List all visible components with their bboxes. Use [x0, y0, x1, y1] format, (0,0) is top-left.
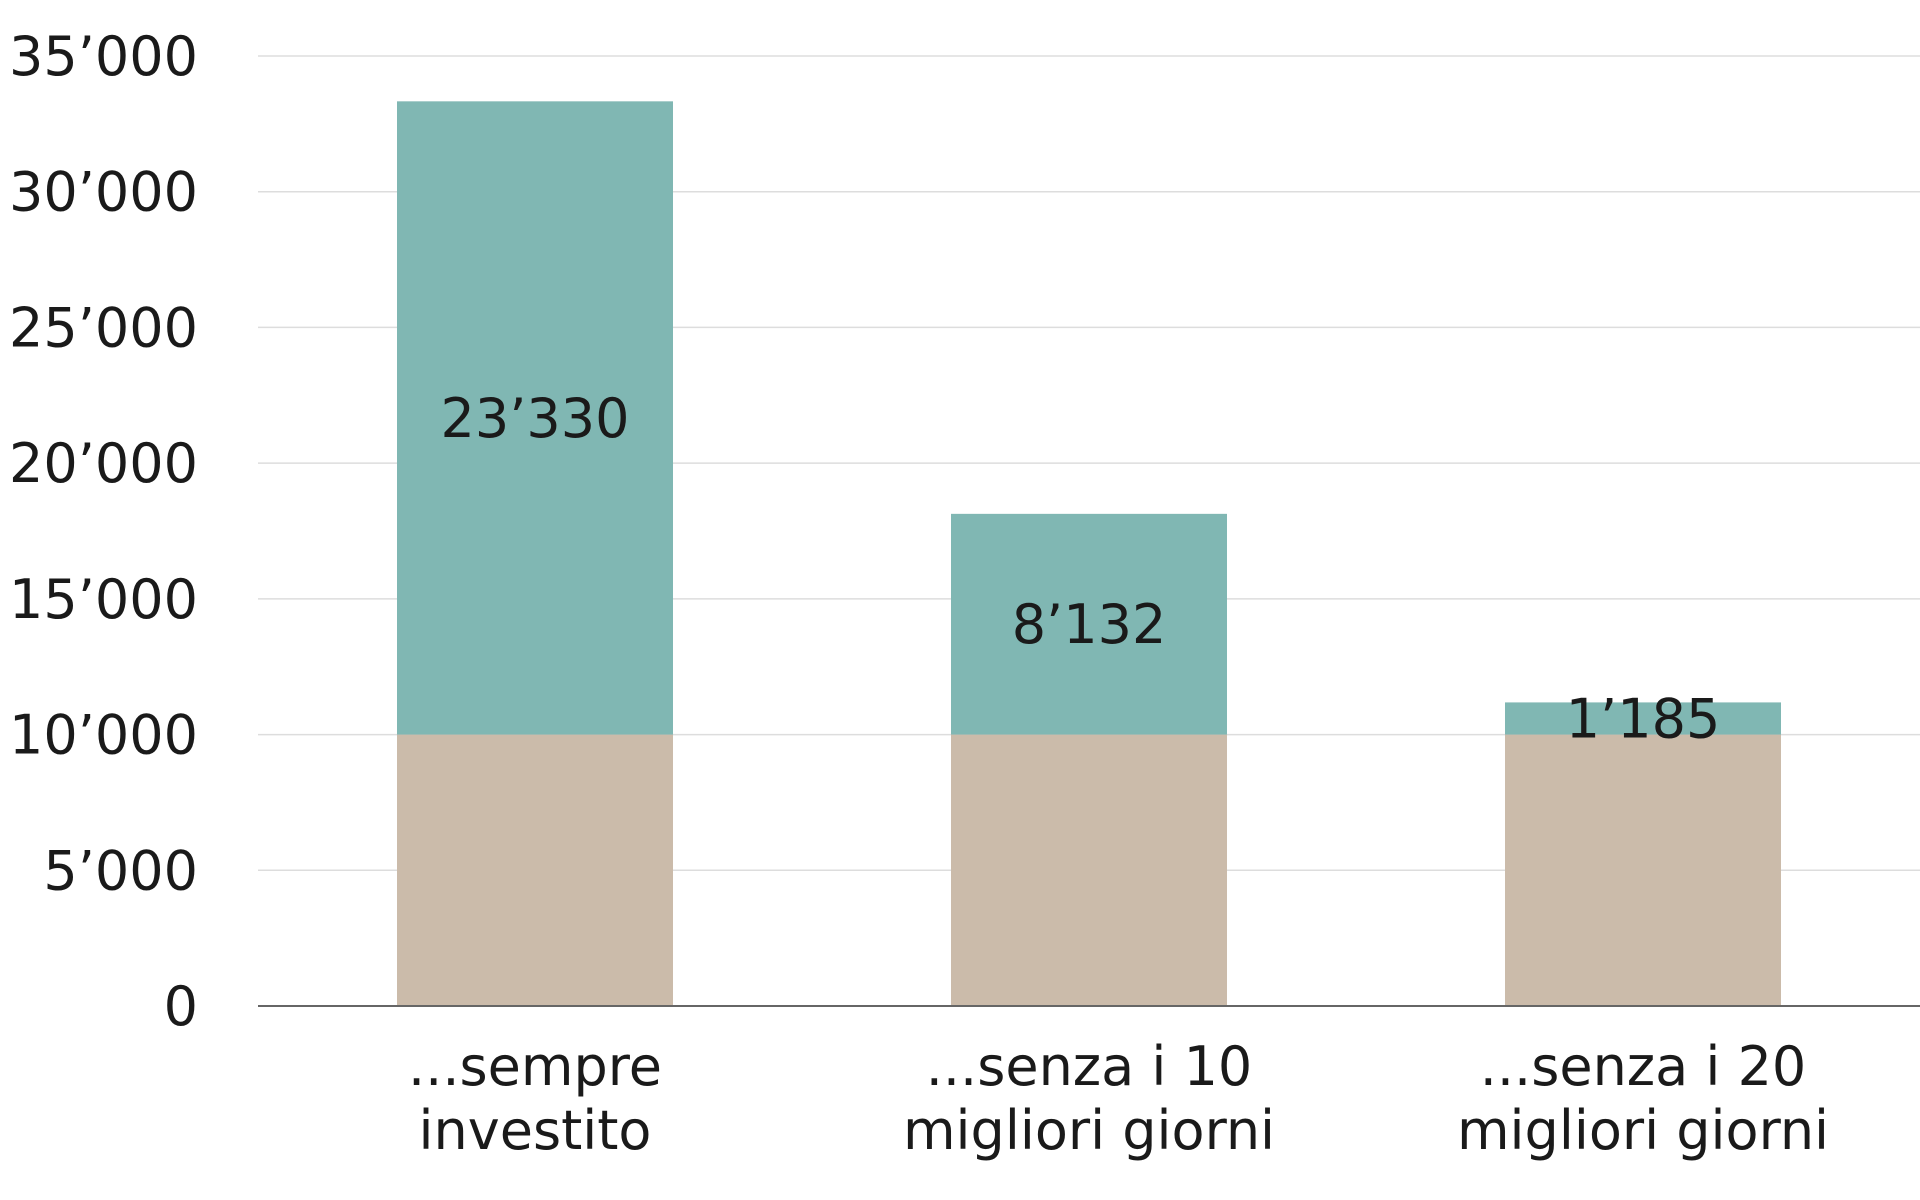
x-tick-label: ...senza i 20 [1480, 1035, 1807, 1098]
x-tick-label: ...senza i 10 [926, 1035, 1253, 1098]
bar-segment [951, 513, 1227, 735]
bar-segment [1505, 702, 1781, 735]
x-tick-label: ...sempre [408, 1035, 662, 1098]
x-tick-label: migliori giorni [1457, 1099, 1829, 1162]
y-tick-label: 0 [164, 975, 198, 1038]
data-label: 1’185 [1566, 687, 1721, 750]
y-tick-label: 30’000 [9, 161, 198, 224]
x-tick-label: investito [419, 1099, 652, 1162]
bar-segment [951, 734, 1227, 1006]
bar-segment [397, 101, 673, 735]
y-tick-label: 20’000 [9, 432, 198, 495]
y-tick-label: 35’000 [9, 25, 198, 88]
data-label: 23’330 [441, 387, 630, 450]
y-tick-label: 5’000 [43, 839, 198, 902]
y-tick-label: 25’000 [9, 296, 198, 359]
bar-segment [397, 734, 673, 1006]
y-tick-label: 10’000 [9, 704, 198, 767]
data-label: 8’132 [1012, 593, 1167, 656]
bar-segment [1505, 734, 1781, 1006]
x-tick-label: migliori giorni [903, 1099, 1275, 1162]
y-tick-label: 15’000 [9, 568, 198, 631]
